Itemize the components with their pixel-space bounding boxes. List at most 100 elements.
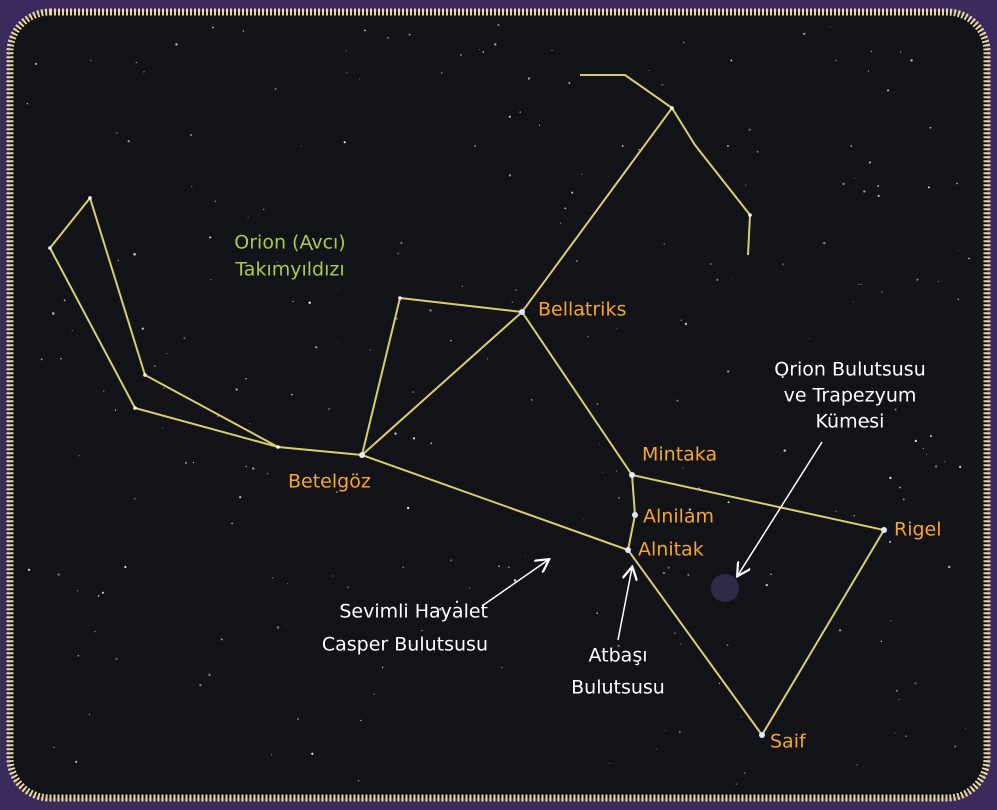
bg-star <box>587 336 588 337</box>
bg-star <box>512 301 514 303</box>
bg-star <box>905 736 906 737</box>
bg-star <box>249 423 250 424</box>
star <box>88 196 92 200</box>
bg-star <box>494 43 497 46</box>
star <box>398 296 402 300</box>
bg-star <box>881 291 883 293</box>
bg-star <box>730 59 732 61</box>
bg-star <box>199 684 201 686</box>
bg-star <box>185 462 187 464</box>
bg-star <box>528 77 530 79</box>
bg-star <box>928 186 930 188</box>
bg-star <box>509 174 511 176</box>
bg-star <box>680 643 682 645</box>
bg-star <box>727 370 729 372</box>
bg-star <box>400 242 402 244</box>
star <box>759 732 765 738</box>
bg-star <box>469 472 470 473</box>
bg-star <box>136 62 137 63</box>
bg-star <box>519 111 520 112</box>
star <box>143 373 147 377</box>
bg-star <box>863 190 865 192</box>
bg-star <box>935 465 937 467</box>
bg-star <box>596 612 598 614</box>
star-label: Mintaka <box>642 444 717 466</box>
bg-star <box>576 260 578 262</box>
bg-star <box>896 690 898 692</box>
bg-star <box>245 378 246 379</box>
bg-star <box>878 195 880 197</box>
bg-star <box>681 319 683 321</box>
bg-star <box>215 201 216 202</box>
bg-star <box>597 403 598 404</box>
bg-star <box>191 186 192 187</box>
bg-star <box>668 566 670 568</box>
bg-star <box>370 349 372 351</box>
bg-star <box>308 301 310 303</box>
bg-star <box>337 289 338 290</box>
bg-star <box>163 387 164 388</box>
bg-star <box>248 217 249 218</box>
bg-star <box>830 26 831 27</box>
star-label: Alnilam <box>643 506 714 528</box>
bg-star <box>631 73 632 74</box>
bg-star <box>727 145 729 147</box>
bg-star <box>938 281 939 282</box>
bg-star <box>142 328 144 330</box>
bg-star <box>948 566 951 569</box>
bg-star <box>277 626 280 629</box>
bg-star <box>514 579 517 582</box>
bg-star <box>154 365 156 367</box>
bg-star <box>728 501 730 503</box>
bg-star <box>895 409 897 411</box>
bg-star <box>869 161 871 163</box>
bg-star <box>115 410 116 411</box>
bg-star <box>64 299 66 301</box>
bg-star <box>94 631 95 632</box>
bg-star <box>731 279 732 280</box>
bg-star <box>60 358 61 359</box>
title: Orion (Avcı) <box>234 232 345 254</box>
nebula-label: Bulutsusu <box>571 677 665 699</box>
bg-star <box>622 145 624 147</box>
bg-star <box>665 730 666 731</box>
bg-star <box>895 732 896 733</box>
bg-star <box>344 141 346 143</box>
bg-star <box>78 655 79 656</box>
bg-star <box>397 253 399 255</box>
bg-star <box>571 192 573 194</box>
bg-star <box>180 416 181 417</box>
nebula-label: Sevimli Hayalet <box>339 601 488 623</box>
star <box>881 527 887 533</box>
bg-star <box>413 391 414 392</box>
bg-star <box>560 222 562 224</box>
bg-star <box>649 70 650 71</box>
bg-star <box>716 279 718 281</box>
bg-star <box>102 592 104 594</box>
bg-star <box>674 632 675 633</box>
star <box>276 445 280 449</box>
bg-star <box>509 116 511 118</box>
bg-star <box>551 50 552 51</box>
bg-star <box>374 694 375 695</box>
bg-star <box>745 185 746 186</box>
title: Takımyıldızı <box>234 259 344 281</box>
bg-star <box>861 284 862 285</box>
bg-star <box>930 435 932 437</box>
bg-star <box>263 209 264 210</box>
bg-star <box>900 51 902 53</box>
bg-star <box>430 442 432 444</box>
bg-star <box>183 337 185 339</box>
bg-star <box>853 515 855 517</box>
bg-star <box>736 783 738 785</box>
nebula-label: Casper Bulutsusu <box>322 634 488 656</box>
bg-star <box>58 574 60 576</box>
nebula-label: Atbaşı <box>589 645 648 667</box>
bg-star <box>41 358 43 360</box>
bg-star <box>871 51 872 52</box>
bg-star <box>162 427 163 428</box>
bg-star <box>956 183 958 185</box>
bg-star <box>474 145 476 147</box>
bg-star <box>193 462 194 463</box>
bg-star <box>618 497 619 498</box>
